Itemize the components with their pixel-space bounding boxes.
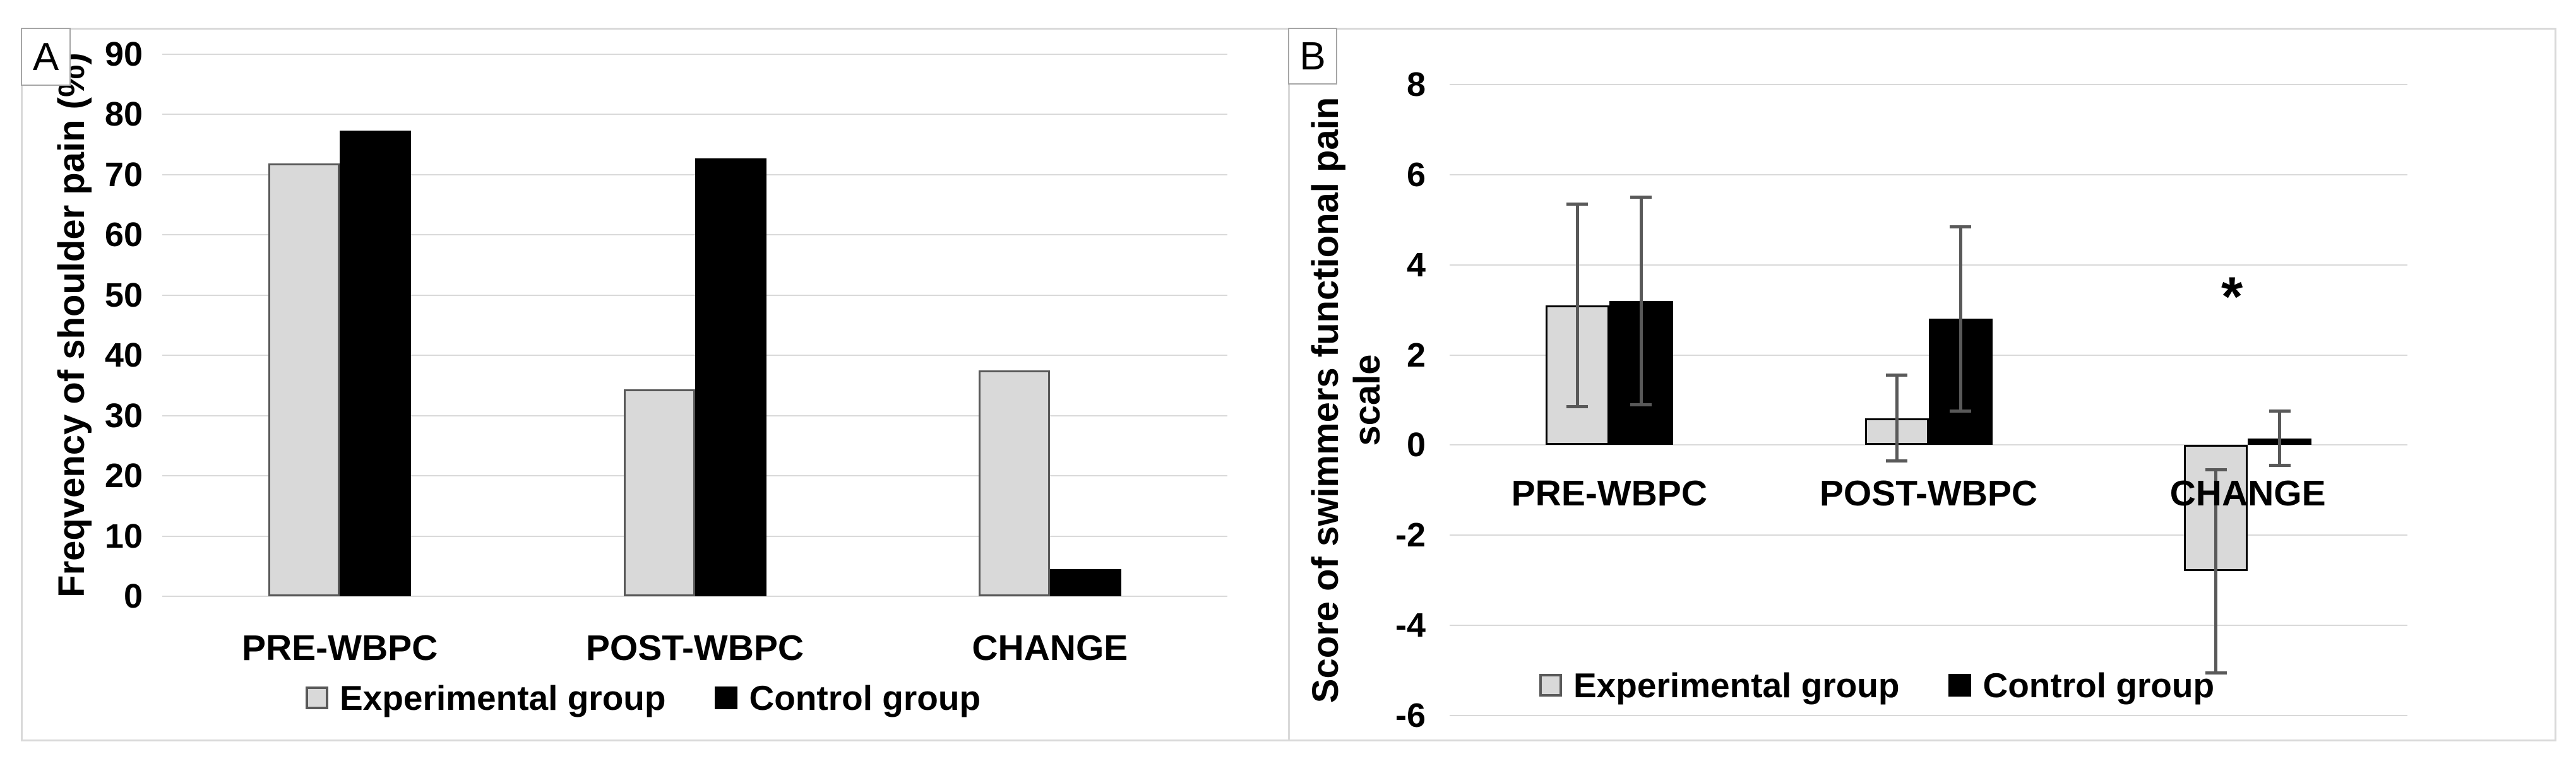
legend-item: Control group: [715, 679, 981, 717]
bar-experimental-group: [268, 163, 340, 596]
panel-a-letter: A: [21, 28, 71, 86]
bar-control-group: [695, 158, 766, 596]
error-bar-cap: [1630, 196, 1652, 199]
error-bar-cap: [1566, 405, 1589, 409]
error-bar: [1639, 197, 1643, 405]
significance-asterisk: *: [2221, 264, 2243, 327]
panel-b: [1288, 28, 2556, 741]
y-tick-label: -4: [1395, 606, 1426, 645]
legend-label: Experimental group: [340, 678, 666, 717]
y-gridline: [1450, 264, 2407, 266]
y-gridline: [1450, 174, 2407, 175]
error-bar: [1575, 204, 1579, 407]
y-tick-label: 6: [1406, 155, 1426, 194]
legend-label: Experimental group: [1573, 666, 1900, 705]
y-gridline: [1450, 715, 2407, 716]
error-bar-cap: [1566, 202, 1589, 206]
x-category-label: POST-WBPC: [585, 628, 804, 668]
panel-b-letter: B: [1288, 28, 1337, 85]
y-tick-label: -2: [1395, 516, 1426, 555]
y-axis-title: Freqvency of shoulder pain (%): [51, 52, 92, 598]
y-gridline: [162, 114, 1227, 115]
y-tick-label: 0: [1406, 426, 1426, 464]
y-tick-label: 2: [1406, 336, 1426, 374]
error-bar-cap: [1886, 374, 1907, 377]
y-tick-label: -6: [1395, 697, 1426, 734]
error-bar-cap: [1886, 459, 1907, 463]
y-tick-label: 4: [1406, 245, 1426, 284]
error-bar: [1895, 375, 1899, 461]
y-tick-label: 90: [104, 35, 143, 73]
legend-swatch-experimental: [1539, 674, 1562, 697]
y-tick-label: 40: [104, 336, 143, 375]
legend-swatch-experimental: [306, 686, 328, 709]
bar-experimental-group: [623, 389, 695, 596]
error-bar: [2278, 411, 2282, 466]
error-bar-cap: [2269, 464, 2291, 468]
bar-control-group: [1049, 569, 1121, 596]
x-category-label: POST-WBPC: [1819, 473, 2038, 514]
y-tick-label: 0: [123, 577, 143, 615]
y-tick-label: 60: [104, 216, 143, 254]
y-axis-title: Score of swimmers functional pain scale: [1305, 97, 1388, 704]
panel-a: [21, 28, 1290, 741]
y-tick-label: 30: [104, 396, 143, 435]
x-category-label: CHANGE: [2169, 473, 2326, 514]
legend: Experimental group Control group: [1539, 666, 2214, 704]
x-category-label: PRE-WBPC: [241, 628, 438, 668]
legend-item: Control group: [1948, 666, 2214, 704]
error-bar-cap: [1630, 403, 1652, 406]
y-gridline: [162, 54, 1227, 55]
y-tick-label: 20: [104, 457, 143, 495]
error-bar: [2214, 469, 2218, 673]
bar-control-group: [340, 131, 412, 596]
error-bar-cap: [2269, 410, 2291, 413]
y-tick-label: 10: [104, 517, 143, 555]
legend-label: Control group: [1983, 666, 2215, 705]
legend-item: Experimental group: [306, 679, 665, 717]
legend: Experimental group Control group: [306, 679, 981, 717]
x-category-label: PRE-WBPC: [1511, 473, 1707, 514]
error-bar: [1959, 227, 1962, 411]
bar-experimental-group: [978, 370, 1050, 596]
error-bar-cap: [2205, 468, 2227, 472]
error-bar-cap: [2205, 671, 2227, 675]
y-gridline: [1450, 534, 2407, 536]
legend-swatch-control: [1948, 674, 1972, 697]
y-tick-label: 50: [104, 276, 143, 314]
error-bar-cap: [1950, 410, 1971, 413]
x-category-label: CHANGE: [972, 628, 1128, 668]
y-gridline: [162, 596, 1227, 597]
y-tick-label: 8: [1406, 66, 1426, 103]
y-gridline: [1450, 625, 2407, 627]
legend-label: Control group: [749, 678, 981, 717]
error-bar-cap: [1950, 225, 1971, 228]
y-gridline: [1450, 84, 2407, 85]
y-tick-label: 80: [104, 95, 143, 134]
y-tick-label: 70: [104, 155, 143, 194]
legend-item: Experimental group: [1539, 666, 1899, 704]
y-gridline: [1450, 444, 2407, 446]
legend-swatch-control: [715, 686, 738, 709]
